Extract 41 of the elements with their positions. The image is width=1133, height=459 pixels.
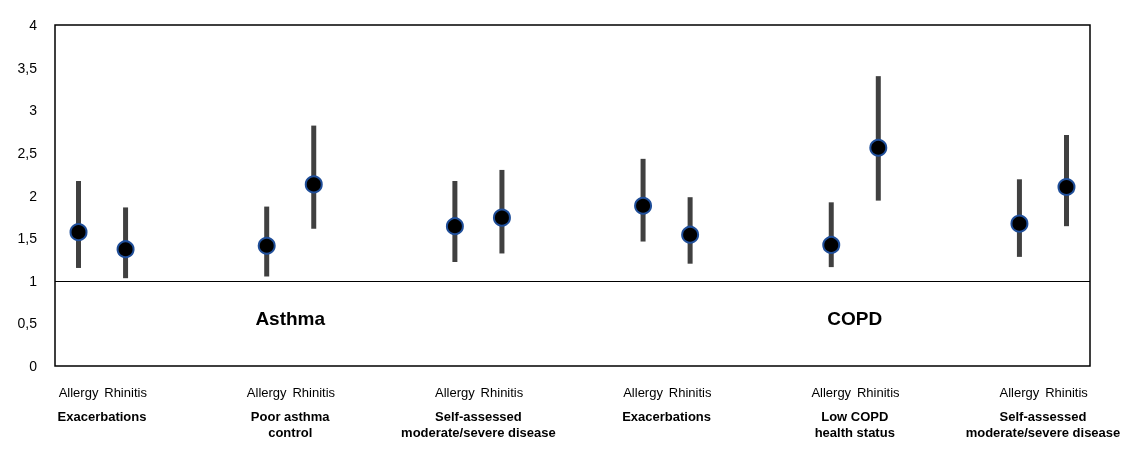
y-tick-label: 0,5 bbox=[17, 315, 38, 332]
point bbox=[445, 217, 464, 236]
point bbox=[1010, 214, 1029, 233]
point bbox=[492, 208, 511, 227]
x-tick-label: Rhinitis bbox=[1045, 385, 1089, 400]
y-tick-label: 2,5 bbox=[17, 144, 38, 161]
x-tick-label: Rhinitis bbox=[292, 385, 336, 400]
y-tick-label: 1 bbox=[29, 272, 38, 289]
point bbox=[1057, 177, 1076, 196]
x-tick-label: Allergy bbox=[623, 385, 664, 400]
point bbox=[822, 235, 841, 254]
x-tick-label: Allergy bbox=[58, 385, 99, 400]
text: Exacerbations bbox=[622, 408, 712, 424]
y-tick-label: 1,5 bbox=[17, 230, 38, 247]
point bbox=[869, 138, 888, 157]
y-tick-label: 3 bbox=[29, 102, 38, 119]
point bbox=[681, 225, 700, 244]
text: Low COPD health status bbox=[814, 408, 895, 440]
text: Exacerbations bbox=[57, 408, 147, 424]
x-tick-label: Rhinitis bbox=[668, 385, 712, 400]
y-tick-label: 0 bbox=[29, 358, 38, 374]
point bbox=[69, 223, 88, 242]
point bbox=[116, 240, 135, 259]
point bbox=[634, 196, 653, 215]
x-tick-label: Rhinitis bbox=[104, 385, 148, 400]
text: Self-assessed moderate/severe disease bbox=[965, 408, 1121, 440]
text: Self-assessed moderate/severe disease bbox=[401, 408, 556, 440]
y-tick-label: 4 bbox=[29, 17, 38, 33]
point bbox=[257, 236, 276, 255]
y-tick-label: 2 bbox=[29, 187, 38, 204]
point bbox=[304, 175, 323, 194]
x-tick-label: Allergy bbox=[246, 385, 288, 400]
x-tick-label: Rhinitis bbox=[480, 385, 524, 400]
x-tick-label: Allergy bbox=[811, 385, 852, 400]
annotation: COPD bbox=[827, 307, 883, 329]
x-tick-label: Allergy bbox=[435, 385, 476, 400]
text: Poor asthma control bbox=[250, 408, 331, 440]
x-tick-label: Rhinitis bbox=[856, 385, 901, 400]
x-tick-label: Allergy bbox=[999, 385, 1040, 400]
annotation: Asthma bbox=[255, 307, 326, 329]
y-tick-label: 3,5 bbox=[17, 59, 38, 76]
